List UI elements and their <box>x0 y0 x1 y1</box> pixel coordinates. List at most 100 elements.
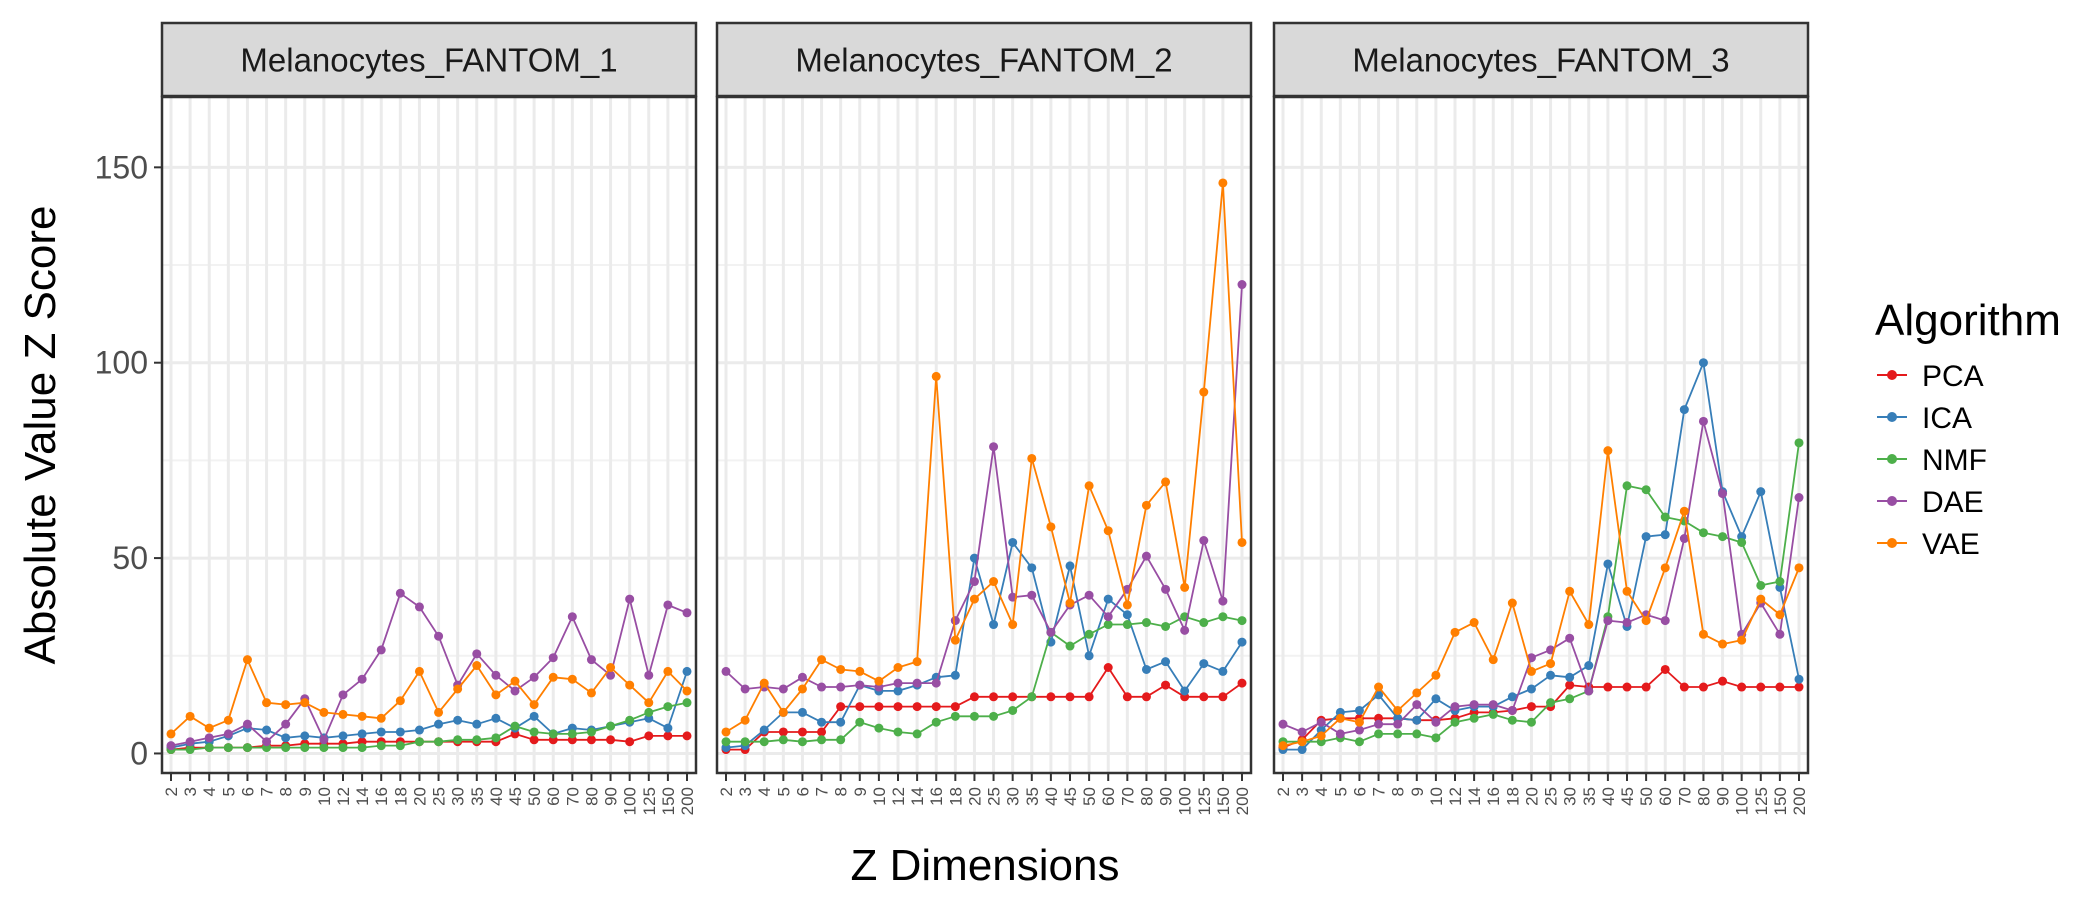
data-point <box>663 702 673 712</box>
x-tick-label: 150 <box>1771 787 1790 815</box>
data-point <box>644 731 654 741</box>
y-axis: 0 50 100 150 <box>95 149 162 771</box>
data-point <box>1065 561 1075 571</box>
data-point <box>759 678 769 688</box>
data-point <box>1065 641 1075 651</box>
y-tick-label: 150 <box>95 149 148 185</box>
panel-title: Melanocytes_FANTOM_1 <box>240 42 617 79</box>
x-tick-label: 12 <box>334 787 353 806</box>
x-tick-label: 50 <box>1080 787 1099 806</box>
legend-key-point <box>1887 370 1897 380</box>
data-point <box>1679 405 1689 415</box>
x-tick-label: 45 <box>506 787 525 806</box>
series-line-ica <box>170 671 688 749</box>
legend-item-nmf: NMF <box>1877 444 1987 477</box>
gridlines <box>1274 97 1808 773</box>
data-point <box>1027 453 1037 463</box>
x-tick-label: 30 <box>449 787 468 806</box>
data-point <box>338 690 348 700</box>
x-tick-label: 200 <box>1233 787 1252 815</box>
series-dae <box>721 280 1247 694</box>
x-tick-label: 50 <box>525 787 544 806</box>
x-tick-label: 4 <box>755 787 774 796</box>
data-point <box>1756 580 1766 590</box>
legend-key-point <box>1887 454 1897 464</box>
data-point <box>778 727 788 737</box>
x-tick-label: 25 <box>430 787 449 806</box>
x-tick-label: 25 <box>985 787 1004 806</box>
data-point <box>510 676 520 686</box>
data-point <box>912 702 922 712</box>
data-point <box>300 698 310 708</box>
data-point <box>300 743 310 753</box>
data-point <box>1794 682 1804 692</box>
data-point <box>663 731 673 741</box>
data-point <box>185 737 195 747</box>
data-point <box>893 686 903 696</box>
data-point <box>1393 729 1403 739</box>
data-point <box>1122 620 1132 630</box>
data-point <box>969 711 979 721</box>
data-point <box>1084 651 1094 661</box>
data-point <box>989 692 999 702</box>
data-point <box>874 702 884 712</box>
data-point <box>1546 670 1556 680</box>
legend-item-pca: PCA <box>1877 360 1984 393</box>
x-axis: 2 3 4 5 6 7 8 9 10 12 14 16 18 20 25 30 35 40 45 50 60 70 80 90… <box>717 773 1252 815</box>
y-tick-label: 0 <box>130 735 148 771</box>
data-point <box>682 698 692 708</box>
data-point <box>836 682 846 692</box>
series-line-pca <box>1282 668 1799 749</box>
data-point <box>1622 481 1632 491</box>
x-tick-label: 125 <box>1752 787 1771 815</box>
data-point <box>529 735 539 745</box>
data-point <box>663 666 673 676</box>
data-point <box>1393 719 1403 729</box>
panel-border <box>160 95 698 775</box>
data-point <box>472 719 482 729</box>
data-point <box>281 743 291 753</box>
data-point <box>491 670 501 680</box>
plot-background <box>717 97 1251 773</box>
data-point <box>414 602 424 612</box>
data-point <box>1161 621 1171 631</box>
data-point <box>1469 713 1479 723</box>
legend-item-ica: ICA <box>1877 402 1972 435</box>
data-point <box>491 733 501 743</box>
data-point <box>644 707 654 717</box>
x-tick-label: 60 <box>1099 787 1118 806</box>
data-point <box>300 731 310 741</box>
data-point <box>1603 559 1613 569</box>
data-point <box>740 715 750 725</box>
data-point <box>185 745 195 755</box>
x-tick-label: 2 <box>162 787 181 796</box>
data-point <box>1297 737 1307 747</box>
data-point <box>1431 733 1441 743</box>
x-tick-label: 100 <box>1176 787 1195 815</box>
data-point <box>1374 682 1384 692</box>
data-point <box>721 737 731 747</box>
data-point <box>1237 678 1247 688</box>
series-vae <box>166 655 692 739</box>
data-point <box>836 717 846 727</box>
data-point <box>1122 610 1132 620</box>
data-point <box>1374 719 1384 729</box>
data-point <box>357 729 367 739</box>
data-point <box>1584 686 1594 696</box>
data-point <box>1141 664 1151 674</box>
data-point <box>376 727 386 737</box>
x-tick-label: 35 <box>1023 787 1042 806</box>
legend-key-point <box>1887 538 1897 548</box>
data-point <box>414 725 424 735</box>
data-point <box>1141 692 1151 702</box>
x-tick-label: 90 <box>1714 787 1733 806</box>
data-point <box>778 735 788 745</box>
chart-panels: Melanocytes_FANTOM_12 3 4 5 6 7 8 9 10 12 14 16 18 20… <box>160 21 1810 815</box>
series-line-nmf <box>726 615 1243 743</box>
x-tick-label: 6 <box>1350 787 1369 796</box>
legend-item-dae: DAE <box>1877 486 1984 519</box>
data-point <box>529 700 539 710</box>
data-point <box>797 684 807 694</box>
x-tick-label: 100 <box>1733 787 1752 815</box>
data-point <box>1084 629 1094 639</box>
